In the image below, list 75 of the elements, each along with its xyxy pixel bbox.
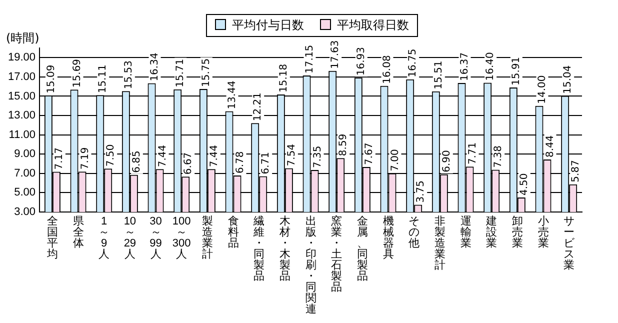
data-label: 16.93 [356, 46, 368, 76]
category-label: 出版・印刷・同関連 [305, 216, 316, 316]
y-tick-label: 3.00 [14, 206, 36, 218]
legend-label: 平均取得日数 [336, 17, 409, 34]
data-label: 7.38 [493, 145, 504, 168]
x-tick-label: 1～9人 [98, 216, 110, 261]
y-tick-label: 7.00 [14, 167, 36, 180]
x-tick-label: 建設業 [485, 214, 498, 250]
data-label: 5.87 [570, 160, 582, 182]
legend-label: 平均付与日数 [231, 17, 304, 34]
x-tick-label: 食料品 [228, 216, 239, 250]
data-label: 6.90 [442, 150, 453, 172]
x-tick-label: 木材・木製品 [278, 214, 290, 283]
data-label: 6.67 [183, 152, 194, 175]
x-tick-label: 100～300人 [172, 216, 191, 261]
data-label: 6.78 [234, 151, 246, 174]
x-tick-label: 金属、同製品 [356, 216, 368, 283]
data-label: 15.91 [511, 56, 522, 86]
x-tick-label: 窯業・土石製品 [331, 214, 342, 294]
data-label: 15.04 [562, 65, 574, 94]
y-tick-label: 19.00 [8, 52, 36, 64]
data-label: 15.51 [434, 60, 445, 90]
data-label: 15.53 [124, 60, 135, 90]
data-label: 15.18 [278, 64, 290, 92]
data-label: 17.63 [330, 40, 342, 69]
x-tick-label: サービス業 [564, 216, 576, 272]
data-label: 7.67 [364, 142, 376, 165]
data-label: 14.00 [536, 75, 548, 104]
data-label: 15.75 [201, 58, 212, 87]
x-tick-label: 10～29人 [124, 216, 136, 261]
data-label: 17.15 [304, 44, 316, 74]
data-label: 7.71 [467, 142, 478, 165]
data-label: 8.59 [338, 134, 350, 156]
data-label: 4.50 [519, 173, 530, 196]
data-label: 7.54 [286, 144, 298, 166]
data-label: 15.09 [46, 64, 58, 94]
x-tick-label: 県全体 [72, 216, 84, 250]
data-label: 7.19 [80, 147, 91, 170]
data-label: 7.50 [106, 144, 117, 167]
x-tick-label: その他 [408, 216, 420, 250]
data-label: 7.44 [209, 144, 220, 168]
data-label: 6.85 [132, 150, 143, 173]
data-label: 3.75 [416, 180, 427, 203]
data-label: 12.21 [252, 92, 264, 122]
data-label: 7.00 [390, 149, 401, 172]
data-label: 15.71 [175, 58, 186, 88]
data-label: 13.44 [226, 80, 238, 110]
data-label: 7.35 [312, 146, 324, 168]
data-label: 15.11 [98, 64, 109, 94]
y-axis-title: (時間) [6, 30, 40, 47]
data-label: 7.17 [54, 148, 66, 170]
data-label: 16.34 [149, 52, 160, 82]
x-tick-label: 製造業計 [202, 214, 213, 261]
x-tick-label: 30～99人 [150, 216, 162, 261]
x-tick-label: 機械器具 [382, 216, 394, 261]
data-label: 16.75 [408, 48, 419, 78]
y-tick-label: 15.00 [8, 90, 36, 102]
data-label: 16.08 [382, 55, 393, 84]
x-tick-label: 非製造業計 [434, 214, 446, 272]
x-tick-label: 繊維・同製品 [252, 214, 265, 283]
data-label: 16.40 [485, 52, 496, 81]
y-tick-label: 9.00 [14, 148, 36, 160]
x-tick-label: 卸売業 [512, 216, 523, 250]
y-tick-label: 5.00 [14, 186, 36, 199]
x-tick-label: 小売業 [538, 214, 549, 250]
x-tick-label: 運輸業 [460, 216, 472, 250]
data-label: 6.71 [260, 152, 272, 174]
y-tick-label: 17.00 [8, 70, 36, 83]
y-tick-label: 11.00 [8, 128, 36, 141]
y-tick-label: 13.00 [8, 110, 36, 122]
data-label: 8.44 [544, 135, 556, 158]
data-label: 15.69 [72, 58, 83, 88]
x-tick-label: 全国平均 [46, 216, 58, 261]
data-label: 16.37 [459, 52, 470, 82]
data-label: 7.44 [157, 144, 168, 168]
